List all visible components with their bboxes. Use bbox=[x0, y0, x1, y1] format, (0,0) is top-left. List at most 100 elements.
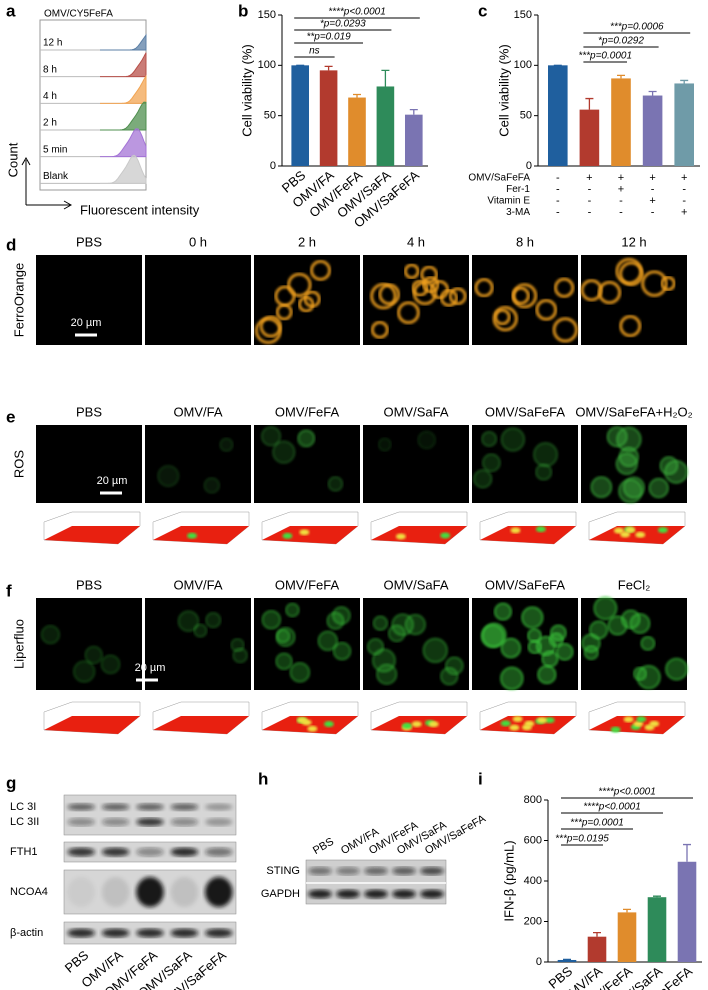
blot-band bbox=[336, 889, 360, 899]
cell bbox=[73, 660, 96, 683]
cell bbox=[397, 301, 420, 325]
blot-band bbox=[101, 847, 130, 857]
surface-peak bbox=[299, 529, 310, 536]
error-bar bbox=[593, 931, 601, 937]
surface-peak bbox=[636, 716, 647, 723]
column-header: OMV/FeFA bbox=[275, 577, 340, 592]
surface-peak bbox=[323, 721, 334, 728]
column-header: 4 h bbox=[407, 234, 425, 249]
row-label: 12 h bbox=[43, 38, 62, 49]
treatment-sign: - bbox=[556, 206, 560, 218]
surface-peak bbox=[620, 531, 631, 538]
blot-band bbox=[364, 889, 388, 899]
surface-peak bbox=[428, 721, 439, 728]
cell bbox=[640, 636, 656, 651]
cell bbox=[84, 645, 103, 665]
cell bbox=[404, 614, 426, 636]
bar bbox=[579, 109, 600, 166]
histogram-curve bbox=[100, 52, 147, 78]
x-arrow bbox=[26, 200, 73, 210]
y-tick-label: 200 bbox=[524, 915, 542, 927]
y-tick-label: 100 bbox=[514, 59, 532, 71]
treatment-sign: - bbox=[588, 206, 592, 218]
cell bbox=[377, 437, 392, 452]
surface-peak bbox=[657, 526, 668, 533]
blot-band bbox=[136, 928, 164, 938]
significance-label: **p=0.019 bbox=[306, 32, 351, 43]
cell bbox=[287, 272, 312, 298]
surface-peak bbox=[500, 720, 511, 727]
blot-row-label: LC 3II bbox=[10, 816, 39, 828]
cell bbox=[665, 657, 688, 681]
blot-band bbox=[136, 818, 164, 826]
blot-band bbox=[67, 928, 95, 938]
surface bbox=[44, 716, 140, 734]
panel-letter: e bbox=[6, 407, 15, 426]
surface-peak bbox=[411, 721, 422, 728]
treatment-sign: + bbox=[649, 172, 655, 184]
blot-band bbox=[101, 928, 130, 938]
bar bbox=[617, 912, 637, 962]
treatment-sign: + bbox=[618, 172, 624, 184]
y-tick-label: 150 bbox=[514, 9, 532, 21]
surface bbox=[371, 526, 467, 544]
scale-bar-label: 20 µm bbox=[135, 662, 166, 674]
treatment-sign: - bbox=[556, 183, 560, 195]
treatment-label: OMV/SaFeFA bbox=[468, 173, 530, 184]
cell bbox=[474, 278, 494, 298]
cell bbox=[193, 623, 208, 638]
error-bar bbox=[623, 908, 631, 913]
surface-peak bbox=[610, 726, 621, 733]
blot-band bbox=[67, 818, 95, 826]
row-label: 8 h bbox=[43, 64, 57, 75]
blot-column-label: PBS bbox=[311, 836, 336, 857]
cell bbox=[411, 279, 429, 297]
panel-letter: i bbox=[478, 769, 483, 788]
surface-peak bbox=[510, 527, 521, 534]
blot-row-label: LC 3I bbox=[10, 801, 36, 813]
cell bbox=[583, 645, 599, 660]
bar bbox=[557, 959, 577, 962]
cell bbox=[203, 477, 220, 494]
surface-peak bbox=[633, 720, 644, 727]
column-header: OMV/SaFeFA bbox=[485, 404, 566, 419]
blot-row-label: STING bbox=[266, 865, 300, 877]
y-axis-label: Cell viability (%) bbox=[496, 44, 511, 136]
blot-row-label: β-actin bbox=[10, 927, 43, 939]
cell bbox=[527, 639, 542, 654]
blot-row-label: FTH1 bbox=[10, 846, 38, 858]
stain-label: ROS bbox=[11, 450, 26, 479]
cell bbox=[157, 465, 180, 487]
treatment-sign: + bbox=[681, 172, 687, 184]
blot-strip bbox=[63, 794, 237, 836]
cell bbox=[481, 431, 497, 447]
treatment-sign: - bbox=[588, 183, 592, 195]
micrograph bbox=[472, 255, 578, 345]
blot-band bbox=[67, 877, 95, 907]
blot-band bbox=[336, 867, 360, 875]
bar bbox=[548, 65, 568, 166]
treatment-sign: - bbox=[556, 195, 560, 207]
treatment-sign: - bbox=[682, 195, 686, 207]
cell bbox=[370, 320, 389, 339]
cell bbox=[619, 261, 644, 287]
cell bbox=[448, 287, 467, 306]
bar bbox=[642, 95, 663, 166]
y-tick-label: 0 bbox=[536, 956, 542, 968]
significance-label: ***p=0.0006 bbox=[610, 22, 664, 33]
blot-band bbox=[170, 928, 199, 938]
blot-row-label: NCOA4 bbox=[10, 886, 48, 898]
blot-band bbox=[170, 818, 199, 826]
surface-peak bbox=[395, 533, 406, 540]
row-label: 2 h bbox=[43, 118, 57, 129]
histogram-curve bbox=[100, 33, 147, 51]
micrograph bbox=[145, 425, 251, 503]
cell bbox=[317, 630, 338, 651]
cell bbox=[660, 275, 676, 292]
treatment-label: 3-MA bbox=[506, 207, 530, 218]
column-header: FeCl₂ bbox=[618, 577, 651, 592]
treatment-label: Fer-1 bbox=[506, 184, 530, 195]
blot-band bbox=[170, 847, 199, 857]
cell bbox=[370, 282, 397, 310]
